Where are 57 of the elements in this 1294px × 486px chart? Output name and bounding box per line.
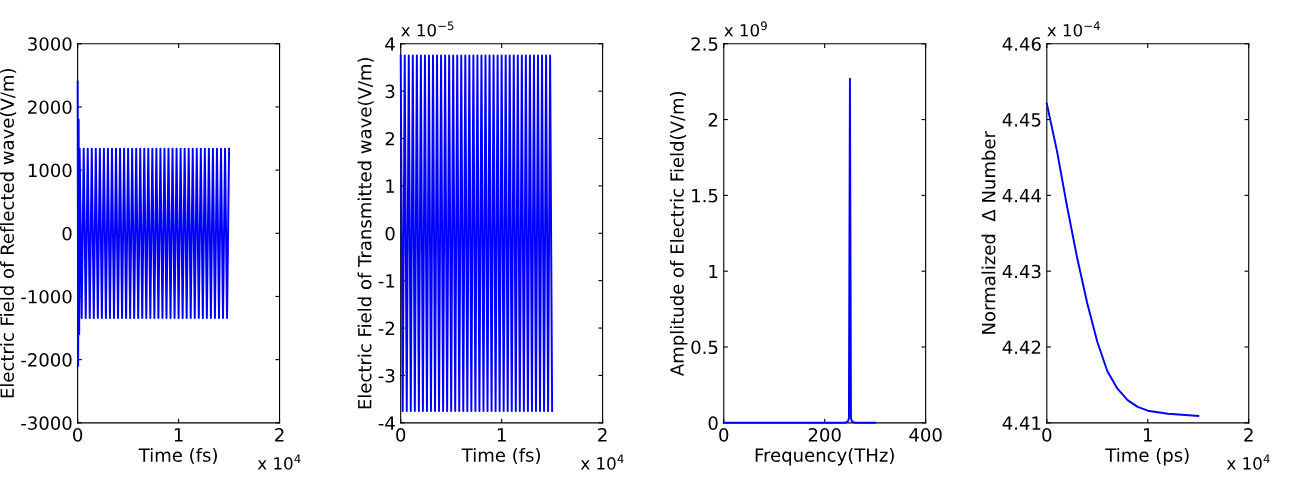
y-tick-label: 0 [62, 226, 72, 241]
text: x 10$^{−4}$ [1047, 21, 1100, 37]
y-tick-label: -1 [378, 274, 395, 288]
x-tick-label: 2 [1244, 428, 1253, 442]
y-tick-label: 0.5 [691, 340, 718, 355]
text: x 10$^{−5}$ [401, 21, 454, 37]
text: x 10$^{4}$ [1226, 454, 1270, 470]
x-tick-label: 2 [275, 428, 284, 442]
x-axis-title: Time (fs) [461, 447, 540, 465]
y-tick-label: 0 [385, 226, 395, 241]
y-tick-label: 4.44 [1002, 189, 1041, 203]
text: x 10$^{4}$ [580, 454, 624, 470]
x-axis-title: Frequency(THz) [755, 447, 894, 466]
y-tick-label: 2000 [28, 100, 72, 115]
y-tick-label: 1 [709, 264, 718, 279]
line-series [1045, 102, 1200, 417]
y-tick-label: 1.5 [692, 189, 718, 203]
x-tick-label: 0 [1042, 428, 1052, 442]
x-tick-label: 0 [73, 428, 83, 442]
y-axis-title: Normalized Δ Number [981, 131, 996, 334]
y-axis-title: Electric Field of Reflected wave(V/m) [0, 69, 17, 398]
text: x 10$^{9}$ [724, 21, 767, 37]
y-tick-label: -4 [378, 416, 395, 430]
y-tick-label: 3 [385, 84, 395, 99]
line-series [722, 77, 877, 424]
x-tick-label: 200 [808, 428, 841, 442]
y-tick-label: 4.41 [1002, 416, 1041, 430]
x-tick-label: 400 [909, 428, 942, 442]
x-axis-title: Time (fs) [138, 447, 217, 465]
y-tick-label: 2 [708, 113, 718, 127]
y-tick-label: 4 [385, 37, 395, 51]
x-tick-label: 1 [1144, 428, 1152, 442]
y-tick-label: 4.45 [1002, 113, 1041, 127]
x-axis-title: Time (ps) [1105, 447, 1189, 466]
y-tick-label: 2 [385, 131, 395, 146]
y-tick-label: 4.43 [1002, 264, 1041, 279]
line-series [76, 80, 231, 367]
y-tick-label: -2 [378, 321, 395, 335]
y-tick-label: 1 [386, 179, 395, 193]
x-tick-label: 2 [598, 428, 607, 442]
x-tick-label: 0 [396, 428, 406, 442]
x-tick-label: 1 [174, 428, 183, 442]
y-tick-label: -3000 [21, 416, 72, 430]
y-tick-label: 4.42 [1002, 340, 1041, 354]
y-tick-label: 3000 [28, 37, 72, 51]
y-tick-label: 4.46 [1002, 37, 1041, 51]
y-axis-title: Electric Field of Transmitted wave(V/m) [357, 57, 374, 409]
text: x 10$^{4}$ [257, 454, 301, 470]
y-tick-label: 0 [708, 416, 718, 430]
y-axis-title: Amplitude of Electric Field(V/m) [669, 91, 688, 377]
y-tick-label: 2.5 [691, 37, 718, 51]
x-tick-label: 1 [497, 428, 506, 442]
y-tick-label: -1000 [21, 289, 72, 304]
y-tick-label: -2000 [21, 353, 72, 367]
y-tick-label: -3 [378, 368, 395, 383]
x-tick-label: 0 [719, 428, 729, 442]
y-tick-label: 1000 [28, 163, 72, 178]
